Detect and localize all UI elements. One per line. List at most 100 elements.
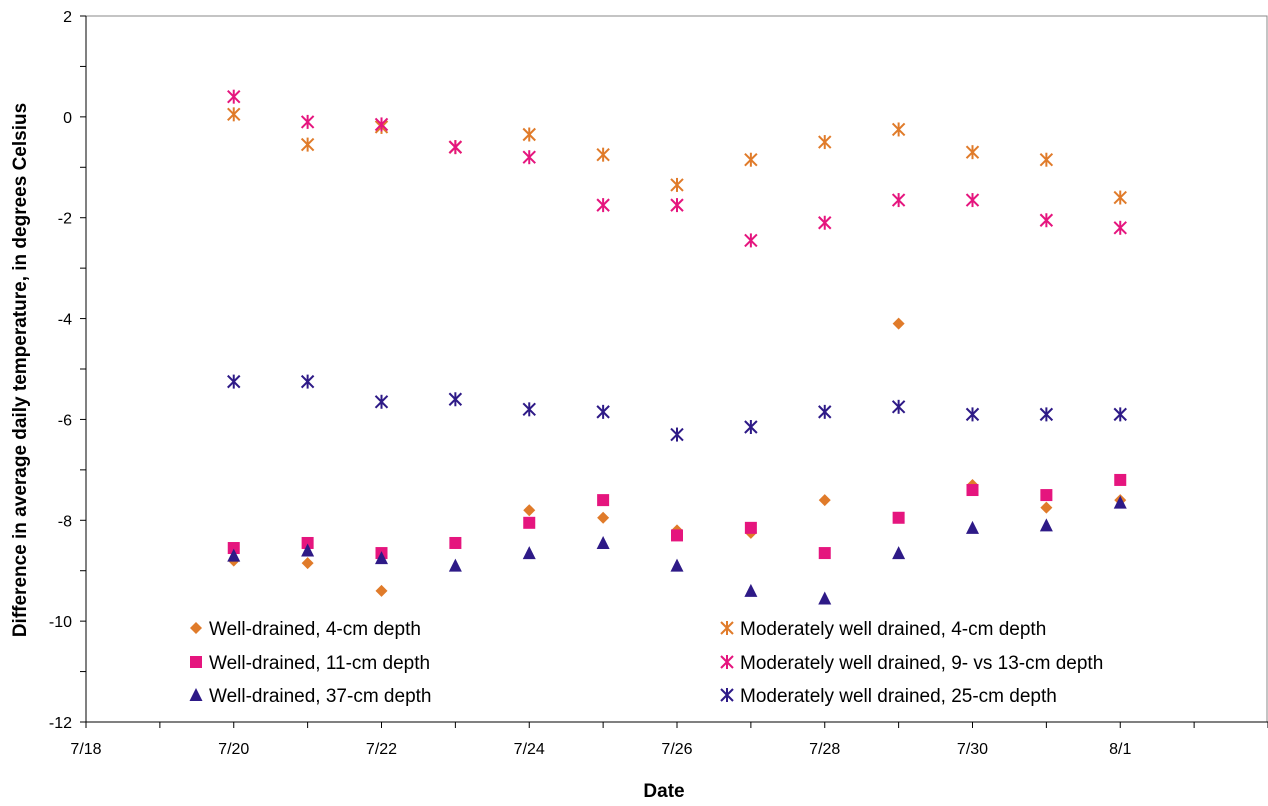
data-point [744,419,758,434]
x-tick-label: 7/22 [366,741,397,758]
data-point [522,402,536,417]
data-point [522,150,536,165]
y-axis-title: Difference in average daily temperature,… [10,103,31,637]
data-point [1040,501,1053,514]
data-point [1039,407,1054,422]
data-point [744,521,757,534]
legend-marker [720,655,734,669]
data-point [891,122,906,137]
data-point [818,135,832,150]
data-point [448,140,463,155]
data-point [596,404,610,419]
legend-label: Well-drained, 4-cm depth [209,619,421,640]
y-tick-label: -4 [58,312,72,329]
data-point [300,114,315,129]
data-point [301,557,314,570]
y-tick-label: -12 [49,715,72,732]
data-point [892,317,905,330]
data-point [374,394,389,409]
data-point [670,427,684,442]
data-point [375,551,388,565]
data-point [1039,518,1053,532]
data-point [301,536,314,549]
legend-marker [720,688,734,702]
data-point [448,392,463,407]
plot-area: -12 -10 -8 -6 -4 -2 0 2 7/18 7/20 7/22 7/24 7/26 7/28… [49,9,1268,758]
data-point [522,546,536,560]
x-tick-label: 7/28 [809,741,840,758]
data-point [1114,473,1127,486]
data-point [892,546,906,560]
data-point [227,107,241,122]
x-tick-label: 7/30 [957,741,988,758]
data-point [596,198,610,213]
legend-label: Well-drained, 11-cm depth [209,653,430,674]
x-tick-label: 7/24 [514,741,545,758]
data-point [670,558,684,572]
data-point [1039,152,1054,167]
data-point [1039,213,1054,228]
data-point [744,152,758,167]
data-point [891,193,906,208]
data-point [596,535,610,549]
legend-marker [190,622,202,634]
data-point [1113,190,1127,205]
legend-item: Moderately well drained, 25-cm depth [720,686,1057,707]
data-point [965,407,980,422]
x-axis-title: Date [643,781,684,802]
data-point [301,543,315,557]
data-point [596,147,610,162]
legend-marker [720,621,734,635]
data-point [1113,495,1127,509]
data-point [300,137,315,152]
data-point [744,233,758,248]
y-tick-label: -8 [58,513,72,530]
data-point [1113,220,1127,235]
y-tick-label: -2 [58,211,72,228]
legend-item: Well-drained, 4-cm depth [190,619,421,640]
legend-item: Moderately well drained, 9- vs 13-cm dep… [720,653,1103,674]
data-point [375,584,388,597]
legend-label: Well-drained, 37-cm depth [209,686,431,707]
data-point [227,89,241,104]
legend-item: Well-drained, 11-cm depth [190,653,430,674]
legend-label: Moderately well drained, 25-cm depth [740,686,1057,707]
data-point [965,193,980,208]
legend-item: Well-drained, 37-cm depth [189,686,431,707]
series-5 [227,89,1127,248]
legend-marker [190,656,202,668]
data-point [670,177,684,192]
data-point [1040,489,1053,502]
data-point [227,548,241,562]
data-point [374,117,389,132]
data-point [597,511,610,524]
y-tick-label: -6 [58,412,72,429]
y-tick-label: 0 [63,110,72,127]
data-point [818,404,832,419]
legend-marker [189,688,203,701]
data-point [891,399,906,414]
data-point [449,536,462,549]
x-tick-label: 7/18 [70,741,101,758]
plot-frame [85,15,1268,723]
data-point [522,127,536,142]
data-point [597,494,610,507]
data-point [818,494,831,507]
data-point [300,374,315,389]
series-2 [227,473,1127,560]
data-point [523,504,536,517]
series-6 [227,374,1127,442]
y-tick-label: -10 [49,614,72,631]
series-4 [227,107,1127,205]
series-3 [227,495,1127,605]
data-point [227,542,240,555]
x-tick-label: 8/1 [1109,741,1131,758]
legend-label: Moderately well drained, 9- vs 13-cm dep… [740,653,1103,674]
data-point [670,198,684,213]
data-point [818,215,832,230]
data-point [671,529,683,542]
data-point [818,547,831,560]
data-point [1113,407,1127,422]
